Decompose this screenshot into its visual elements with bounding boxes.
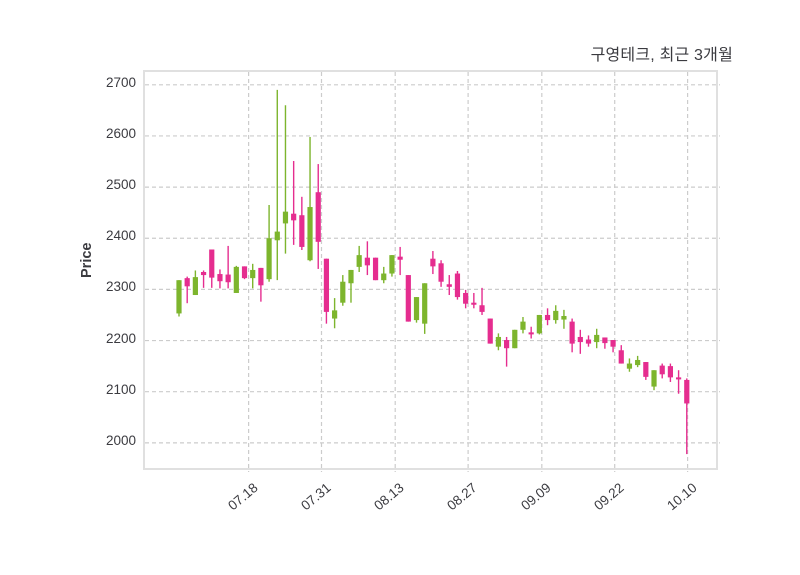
candle-body-up: [413, 297, 420, 321]
candle-body-up: [495, 336, 502, 347]
candle-body-down: [315, 192, 321, 242]
candle-body-down: [618, 350, 624, 364]
candle-body-up: [233, 266, 239, 293]
candle-body-down: [209, 249, 215, 278]
candle-body-down: [643, 362, 649, 377]
candle-body-down: [659, 365, 665, 375]
candle-body-up: [192, 277, 198, 296]
candle-body-up: [422, 283, 428, 324]
candle-body-down: [675, 377, 682, 380]
plot-area: [143, 70, 720, 472]
y-tick-label: 2000: [105, 432, 136, 448]
x-tick-label: 10.10: [663, 480, 700, 514]
y-tick-label: 2300: [105, 279, 136, 295]
chart-title: 구영테크, 최근 3개월: [590, 47, 733, 64]
candle-body-down: [569, 321, 575, 344]
candle-body-down: [430, 258, 436, 267]
candle-body-up: [282, 211, 289, 224]
candle-body-up: [176, 280, 182, 314]
candle-body-down: [184, 278, 190, 287]
candle-body-down: [602, 337, 608, 344]
candle-body-down: [544, 314, 551, 321]
candle-body-down: [454, 273, 461, 298]
candle-body-up: [553, 310, 559, 321]
candle-body-down: [200, 272, 207, 276]
candle-body-down: [446, 284, 452, 287]
y-tick-label: 2200: [105, 330, 136, 346]
candle-body-up: [626, 363, 633, 369]
y-tick-label: 2400: [105, 228, 136, 244]
candle-body-up: [512, 329, 518, 349]
candle-body-up: [536, 314, 542, 334]
candle-body-up: [651, 370, 657, 387]
candle-body-down: [610, 340, 616, 347]
y-tick-label: 2600: [105, 125, 136, 141]
candle-body-down: [684, 379, 690, 404]
candle-body-down: [667, 366, 673, 378]
candle-body-up: [332, 310, 338, 319]
candle-body-down: [364, 257, 370, 266]
candle-body-up: [561, 315, 567, 320]
candle-body-down: [585, 339, 592, 344]
candle-body-up: [520, 321, 526, 330]
x-tick-label: 09.09: [517, 480, 554, 514]
candle-body-down: [487, 318, 493, 344]
candle-body-down: [471, 302, 477, 305]
candle-body-down: [241, 266, 248, 279]
candle-body-down: [291, 213, 297, 221]
candle-body-up: [594, 334, 600, 343]
y-tick-label: 2700: [105, 74, 136, 90]
candle-body-up: [635, 359, 641, 366]
candle-body-down: [217, 274, 223, 282]
candle-body-up: [340, 281, 346, 303]
x-tick-label: 07.18: [224, 480, 261, 514]
y-axis-label: Price: [79, 242, 95, 278]
candle-body-up: [250, 269, 256, 279]
candle-body-up: [389, 255, 395, 274]
candle-body-up: [307, 207, 313, 261]
candle-body-down: [528, 332, 534, 335]
candle-body-up: [266, 238, 272, 280]
candle-body-down: [405, 275, 411, 322]
x-tick-label: 07.31: [297, 480, 334, 514]
candle-body-up: [274, 231, 280, 241]
candlestick-plot: [145, 72, 720, 472]
candle-body-down: [504, 340, 510, 349]
candle-body-down: [463, 292, 469, 304]
y-tick-label: 2500: [105, 177, 136, 193]
candle-body-down: [299, 215, 305, 247]
candle-body-down: [438, 263, 444, 282]
candle-body-down: [577, 336, 583, 343]
candle-body-down: [372, 257, 379, 281]
y-tick-label: 2100: [105, 381, 136, 397]
candle-body-down: [258, 267, 264, 286]
candle-body-up: [356, 255, 362, 267]
candle-body-down: [225, 274, 231, 283]
x-tick-label: 09.22: [590, 480, 627, 514]
candle-body-down: [323, 258, 330, 312]
x-tick-label: 08.13: [371, 480, 407, 514]
candle-body-down: [397, 256, 403, 260]
candle-body-up: [381, 273, 387, 281]
candle-body-up: [348, 269, 354, 284]
x-tick-label: 08.27: [444, 480, 480, 514]
candle-body-down: [479, 305, 485, 312]
